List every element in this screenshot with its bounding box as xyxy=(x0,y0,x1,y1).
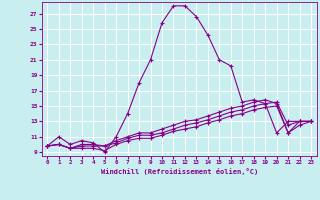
X-axis label: Windchill (Refroidissement éolien,°C): Windchill (Refroidissement éolien,°C) xyxy=(100,168,258,175)
